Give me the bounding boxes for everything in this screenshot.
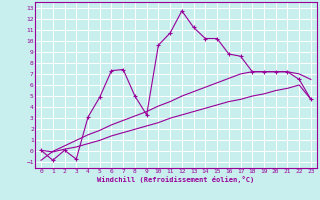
X-axis label: Windchill (Refroidissement éolien,°C): Windchill (Refroidissement éolien,°C) [97,176,255,183]
